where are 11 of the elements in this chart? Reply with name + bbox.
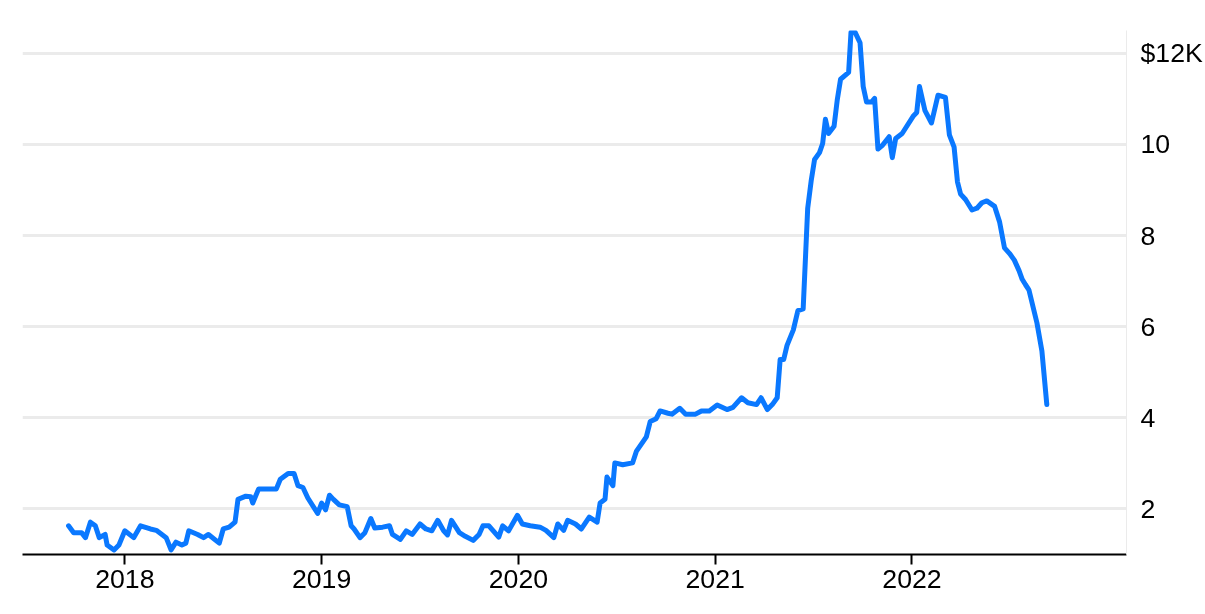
x-tick-label: 2022 — [882, 563, 942, 594]
x-tick-label: 2019 — [291, 563, 352, 594]
x-tick-label: 2021 — [685, 563, 745, 594]
y-tick-label: 4 — [1140, 402, 1156, 433]
x-tick-label: 2018 — [95, 563, 155, 594]
y-tick-label: 10 — [1140, 129, 1171, 160]
y-tick-label: 8 — [1140, 220, 1156, 251]
x-tick-label: 2020 — [488, 563, 549, 594]
y-tick-label: 2 — [1140, 493, 1156, 524]
y-tick-label: 6 — [1140, 311, 1156, 342]
y-tick-label: $12K — [1140, 38, 1203, 69]
